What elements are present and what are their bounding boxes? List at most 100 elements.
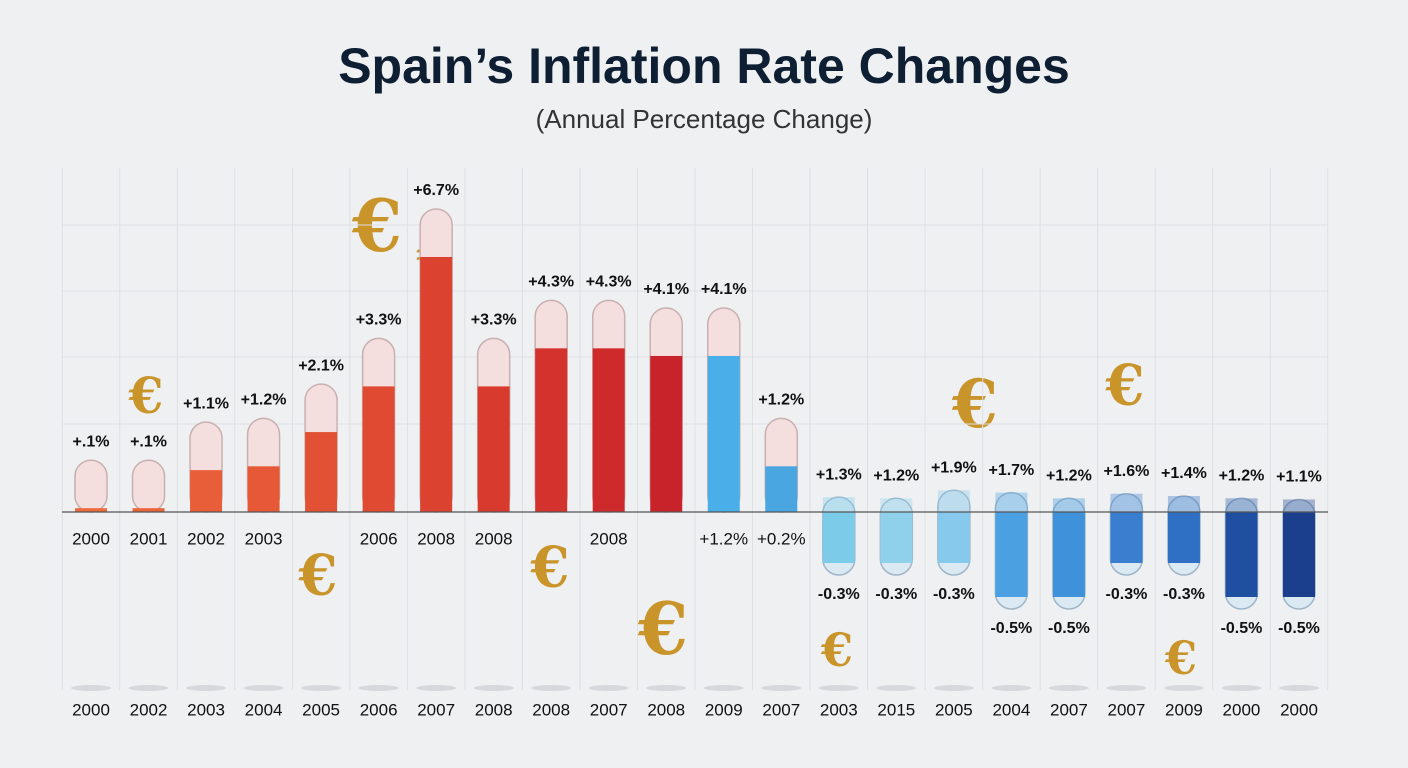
lower-value-label: -0.3% [1163, 586, 1205, 603]
x-tick-label: 2007 [762, 700, 800, 719]
lower-value-label: -0.5% [1048, 620, 1090, 637]
shadow [991, 685, 1032, 691]
upper-label: +1.2% [699, 529, 748, 548]
shadow [128, 685, 169, 691]
shadow [473, 685, 514, 691]
tube-glass [131, 459, 166, 513]
x-tick-label: 2000 [1280, 700, 1318, 719]
value-label: +1.7% [988, 462, 1034, 479]
shadow [301, 685, 342, 691]
bar [305, 432, 338, 512]
bar [822, 497, 855, 512]
value-label: +1.6% [1104, 463, 1150, 480]
x-tick-label: 2003 [820, 700, 858, 719]
shadow [1279, 685, 1319, 691]
shadow [186, 685, 227, 691]
bar [1052, 498, 1085, 512]
bar [477, 386, 510, 512]
x-tick-label: 2009 [1165, 700, 1203, 719]
value-label: +2.1% [298, 357, 344, 374]
euro-icon: € [637, 586, 688, 671]
shadow [243, 685, 284, 691]
x-tick-label: 2000 [1223, 700, 1261, 719]
value-label: +1.9% [931, 460, 977, 477]
bar [995, 492, 1028, 512]
bar [937, 512, 970, 563]
x-tick-label: 2008 [647, 700, 685, 719]
x-tick-label: 2000 [72, 700, 110, 719]
x-tick-label: 2004 [245, 700, 283, 719]
upper-label: 2006 [360, 529, 398, 548]
shadow [588, 685, 629, 691]
bar [1167, 496, 1200, 512]
value-label: +.1% [73, 433, 110, 450]
upper-label: 2002 [187, 529, 225, 548]
shadow [71, 685, 111, 691]
bar [1283, 512, 1315, 597]
bar [420, 257, 453, 512]
chart-title: Spain’s Inflation Rate Changes [338, 38, 1070, 94]
x-tick-label: 2008 [532, 700, 570, 719]
value-label: +6.7% [413, 182, 459, 199]
bar [765, 466, 798, 512]
bar [937, 490, 970, 512]
value-label: +4.1% [701, 281, 747, 298]
value-label: +1.2% [241, 392, 287, 409]
bar [1110, 512, 1143, 563]
value-label: +4.1% [643, 281, 689, 298]
value-label: +1.1% [1276, 469, 1322, 486]
shadow [1106, 685, 1147, 691]
value-label: +3.3% [471, 312, 517, 329]
x-tick-label: 2008 [475, 700, 513, 719]
tube-glass [74, 459, 108, 513]
value-label: +1.2% [1219, 468, 1265, 485]
x-tick-label: 2006 [360, 700, 398, 719]
x-tick-label: 2003 [187, 700, 225, 719]
bar [822, 512, 855, 563]
bar [995, 512, 1028, 597]
value-label: +3.3% [356, 312, 402, 329]
lower-value-label: -0.5% [1278, 620, 1320, 637]
euro-icon: € [298, 543, 338, 609]
bar [880, 512, 913, 563]
value-label: +1.2% [758, 392, 804, 409]
shadow [531, 685, 572, 691]
shadow [761, 685, 802, 691]
bar [132, 508, 165, 512]
euro-icon: € [951, 365, 998, 443]
bar [362, 386, 395, 512]
shadow [703, 685, 744, 691]
shadow [416, 685, 457, 691]
bar [707, 355, 740, 512]
lower-value-label: -0.5% [990, 620, 1032, 637]
upper-label: 2008 [475, 529, 513, 548]
bar [1110, 493, 1143, 512]
x-tick-label: 2002 [130, 700, 168, 719]
shadow [646, 685, 687, 691]
upper-label: 2000 [72, 529, 110, 548]
upper-label: 2003 [245, 529, 283, 548]
lower-value-label: -0.5% [1221, 620, 1263, 637]
x-tick-label: 2007 [417, 700, 455, 719]
euro-icon: € [820, 623, 853, 677]
x-tick-label: 2004 [992, 700, 1030, 719]
value-label: +1.2% [873, 468, 919, 485]
x-tick-label: 2005 [302, 700, 340, 719]
x-tick-label: 2007 [1050, 700, 1088, 719]
shadow [1048, 685, 1089, 691]
upper-label: 2008 [417, 529, 455, 548]
euro-icon: € [530, 535, 570, 601]
bar [247, 466, 280, 512]
value-label: +1.4% [1161, 465, 1207, 482]
shadow [933, 685, 974, 691]
x-tick-label: 2009 [705, 700, 743, 719]
bar [650, 355, 683, 512]
bar [535, 348, 568, 512]
bar [592, 348, 625, 512]
value-label: +.1% [130, 433, 167, 450]
shadow [1221, 685, 1262, 691]
x-tick-label: 2007 [1108, 700, 1146, 719]
x-tick-label: 2005 [935, 700, 973, 719]
icons: €€€€€€€€€€ [128, 183, 1197, 685]
euro-icon: € [1105, 353, 1145, 419]
